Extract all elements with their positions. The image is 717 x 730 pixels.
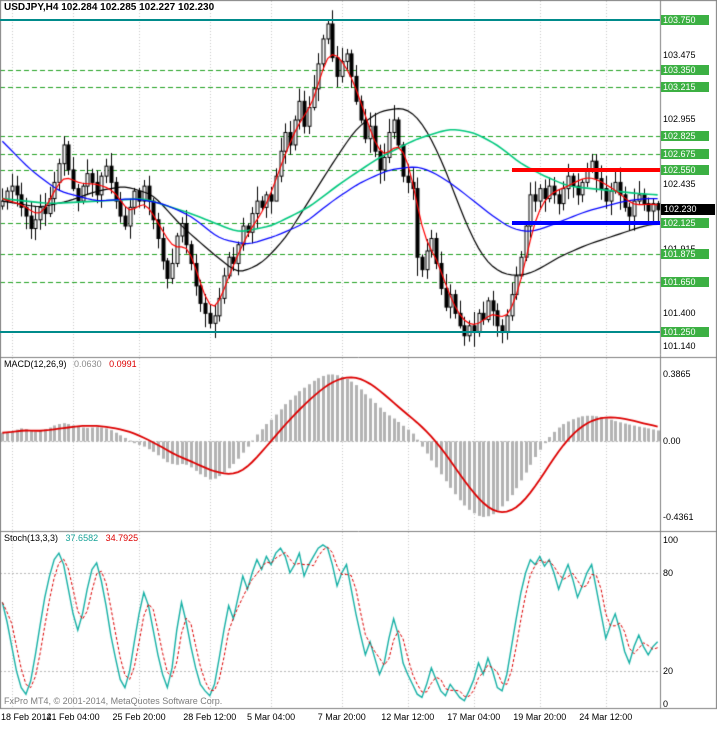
lower-channel-line[interactable] xyxy=(0,331,660,334)
support-line[interactable] xyxy=(511,220,660,225)
resistance-line[interactable] xyxy=(511,167,660,172)
upper-channel-line[interactable] xyxy=(0,19,660,22)
